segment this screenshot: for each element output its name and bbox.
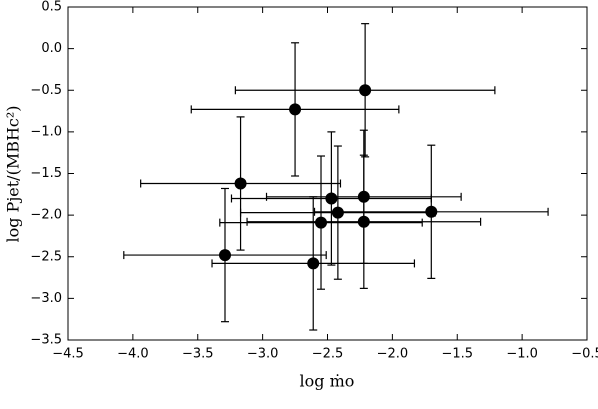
y-tick-label: −3.5 <box>30 333 62 348</box>
x-axis-label: log ṁo <box>300 372 355 391</box>
point <box>307 257 320 270</box>
y-tick-label: −1.5 <box>30 166 62 181</box>
point <box>325 192 338 205</box>
point <box>218 249 231 262</box>
x-tick-label: −2.0 <box>377 347 409 362</box>
point <box>425 205 438 218</box>
point <box>315 216 328 229</box>
point <box>289 103 302 116</box>
point <box>359 84 372 97</box>
y-tick-label: 0.0 <box>41 41 62 56</box>
y-tick-label: −2.0 <box>30 208 62 223</box>
x-tick-label: −1.5 <box>441 347 473 362</box>
point <box>357 190 370 203</box>
y-tick-label: −2.5 <box>30 249 62 264</box>
x-tick-label: −0.5 <box>571 347 598 362</box>
y-tick-label: −0.5 <box>30 83 62 98</box>
point <box>331 206 344 219</box>
x-tick-label: −2.5 <box>312 347 344 362</box>
y-axis-label: log Pjet/(MBHc²) <box>4 105 23 242</box>
x-tick-label: −1.0 <box>506 347 538 362</box>
y-tick-label: 0.5 <box>41 0 62 15</box>
plot-frame <box>67 6 588 341</box>
x-tick-label: −4.0 <box>117 347 149 362</box>
x-tick-label: −3.0 <box>247 347 279 362</box>
y-tick-label: −1.0 <box>30 124 62 139</box>
point <box>357 215 370 228</box>
point <box>234 177 247 190</box>
x-tick-label: −4.5 <box>52 347 84 362</box>
x-tick-label: −3.5 <box>182 347 214 362</box>
y-tick-label: −3.0 <box>30 291 62 306</box>
